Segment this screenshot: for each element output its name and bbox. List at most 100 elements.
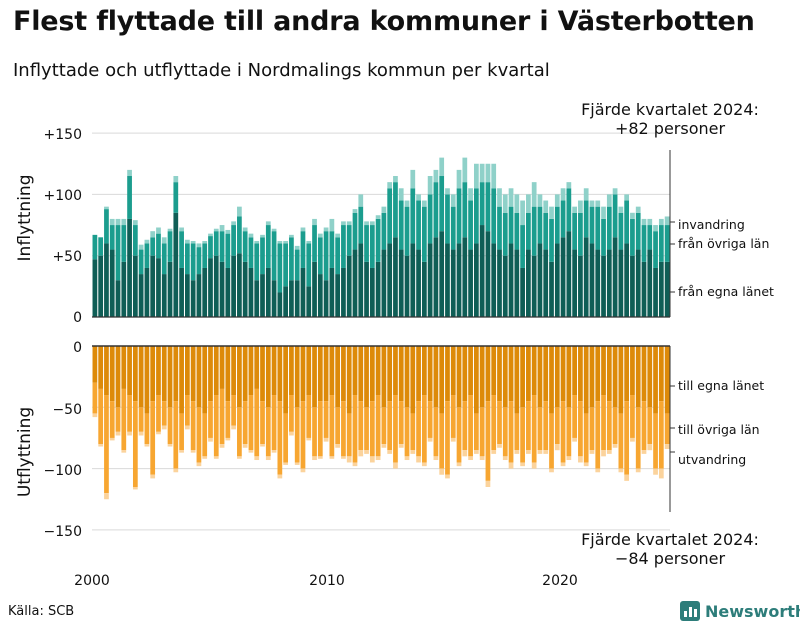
bar-out-out_own-37 [306,346,312,396]
newsworthy-logo[interactable]: Newsworthy [680,600,800,622]
bar-out-out_own-14 [173,346,179,402]
bar-out-out_other-37 [306,395,312,438]
bar-out-out_own-38 [312,346,317,408]
bar-in-in_other-89 [606,206,612,250]
bar-in-in_own-5 [121,261,127,317]
bar-in-in_other-65 [468,200,473,250]
bar-in-in_other-1 [98,237,104,256]
bar-in-in_abroad-99 [664,216,670,226]
bar-in-in_abroad-59 [433,169,439,183]
bar-out-out_own-41 [329,346,335,396]
bar-out-out_own-31 [271,346,277,396]
bar-out-out_abroad-73 [514,450,520,454]
bar-in-in_other-66 [474,188,479,244]
bar-in-in_other-50 [381,212,387,250]
bar-out-out_abroad-68 [485,480,491,487]
bar-out-out_other-16 [185,395,190,426]
bar-out-out_other-12 [161,401,167,426]
bar-out-out_abroad-93 [630,437,635,442]
bar-in-in_other-76 [531,206,537,256]
bar-in-in_abroad-53 [398,188,404,201]
ytick-label-in-0: 0 [73,310,82,326]
bar-out-out_abroad-4 [115,431,121,436]
bar-out-out_abroad-52 [393,462,398,469]
bar-in-in_own-34 [289,280,294,317]
bar-out-out_other-53 [398,401,404,445]
bar-out-out_abroad-64 [462,450,468,457]
bar-out-out_abroad-75 [526,450,531,454]
bar-in-in_abroad-46 [358,194,364,207]
bar-out-out_own-57 [421,346,427,396]
newsworthy-brand: Newsworthy [705,601,800,621]
bar-in-in_own-88 [601,255,606,317]
bar-in-in_other-13 [167,231,173,262]
chart-title: Flest flyttade till andra kommuner i Väs… [13,6,755,37]
bar-out-out_own-15 [179,346,184,414]
bar-in-in_other-44 [346,225,352,256]
bar-in-in_own-68 [485,231,491,317]
bar-in-in_other-12 [161,243,167,275]
bar-in-in_other-38 [312,225,317,262]
bar-out-out_abroad-47 [364,450,369,454]
bar-in-in_abroad-15 [179,227,184,232]
bar-out-out_other-83 [572,395,577,438]
bar-out-out_abroad-40 [323,437,329,442]
bar-in-in_other-16 [185,243,190,275]
bar-out-out_abroad-8 [138,431,144,436]
bar-out-out_abroad-43 [341,456,346,459]
bar-out-out_other-72 [508,401,514,463]
bar-out-out_other-32 [277,401,283,475]
bars-utflyttning [92,346,670,500]
bar-out-out_abroad-11 [156,431,161,435]
bar-out-out_other-85 [583,413,589,463]
bar-in-in_other-97 [653,231,658,268]
bar-out-out_abroad-15 [179,450,184,453]
bar-out-out_other-67 [479,407,485,457]
source-label: Källa: SCB [8,604,75,619]
bar-in-in_own-31 [271,280,277,317]
bar-out-out_abroad-99 [664,444,670,449]
bar-out-out_abroad-45 [352,462,358,467]
bar-in-in_own-43 [341,267,346,317]
bar-out-out_own-78 [543,346,549,402]
bar-in-in_abroad-82 [566,182,572,189]
bar-in-in_abroad-19 [202,240,208,244]
bar-out-out_abroad-71 [502,456,508,461]
bar-in-in_own-95 [641,261,647,317]
bar-out-out_own-91 [618,346,624,414]
bar-out-out_abroad-78 [543,450,549,454]
bar-in-in_own-82 [566,231,572,317]
bar-in-in_own-92 [624,243,630,317]
bar-in-in_abroad-41 [329,218,335,232]
bar-in-in_abroad-47 [364,221,369,226]
bar-out-out_other-92 [624,401,630,475]
bar-out-out_abroad-86 [589,450,595,454]
bar-out-out_own-86 [589,346,595,408]
bar-in-in_other-59 [433,182,439,238]
bar-out-out_own-40 [323,346,329,402]
bar-out-out_abroad-28 [254,456,260,461]
bar-out-out_abroad-54 [404,456,410,461]
bar-in-in_other-6 [127,176,132,219]
bar-in-in_own-12 [161,274,167,317]
bar-in-in_own-48 [369,267,375,317]
bars-inflyttning [92,157,670,317]
bar-in-in_other-2 [104,209,109,244]
bar-in-in_other-40 [323,231,329,281]
bar-in-in_own-85 [583,237,589,317]
bar-out-out_own-99 [664,346,670,414]
bar-out-out_own-43 [341,346,346,402]
bar-in-in_other-85 [583,200,589,238]
bar-out-out_other-70 [497,401,502,445]
bar-out-out_abroad-55 [410,450,416,454]
bar-out-out_abroad-67 [479,456,485,461]
bar-out-out_abroad-92 [624,474,630,481]
bar-in-in_abroad-62 [450,194,456,207]
bar-in-in_abroad-58 [427,176,433,195]
bar-in-in_abroad-55 [410,169,416,189]
bar-out-out_other-57 [421,395,427,463]
bar-out-out_other-60 [439,413,445,469]
bar-out-out_own-53 [398,346,404,402]
bar-in-in_own-10 [150,255,156,317]
